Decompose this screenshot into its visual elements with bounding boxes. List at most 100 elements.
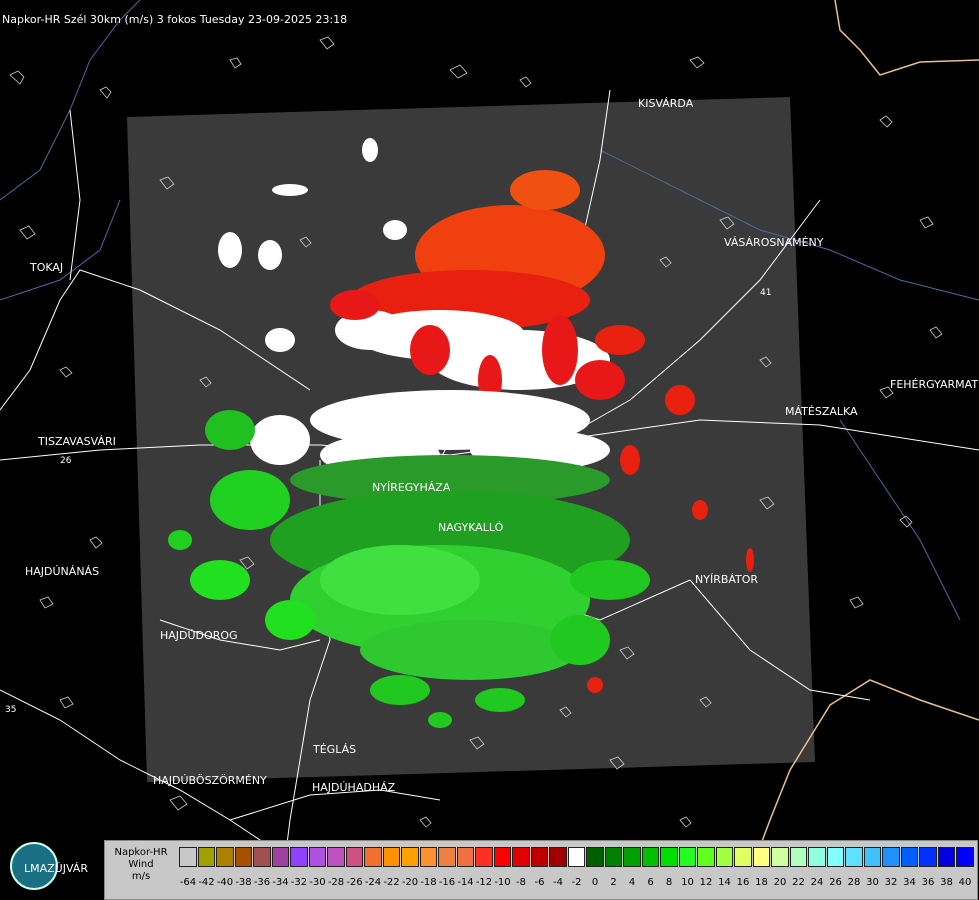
legend-swatch	[937, 847, 955, 867]
legend-swatch	[419, 847, 437, 867]
legend-tick-label: -40	[216, 877, 234, 888]
legend-swatch	[253, 847, 271, 867]
legend-swatch	[734, 847, 752, 867]
legend-tick-label: 22	[792, 877, 805, 888]
city-label: HAJDÚDOROG	[160, 629, 238, 642]
city-label: FEHÉRGYARMAT	[890, 378, 979, 391]
city-label: TÉGLÁS	[313, 743, 357, 756]
legend-swatch	[345, 847, 363, 867]
legend-swatch	[456, 847, 474, 867]
legend-swatch	[290, 847, 308, 867]
legend-swatch	[179, 847, 197, 867]
legend-swatch	[752, 847, 770, 867]
legend-swatch	[956, 847, 974, 867]
legend-swatch	[900, 847, 918, 867]
legend-tick-label: 10	[681, 877, 694, 888]
logo-icon	[10, 842, 58, 890]
legend-swatch	[530, 847, 548, 867]
legend-tick-label: -30	[309, 877, 326, 888]
legend-tick-label: -42	[198, 877, 215, 888]
legend-tick-label: -4	[553, 877, 563, 888]
legend-swatch	[678, 847, 696, 867]
legend-tick-label: -2	[571, 877, 582, 888]
city-label: MÁTÉSZALKA	[785, 405, 858, 418]
legend-tick-label: 40	[958, 877, 972, 888]
legend-swatch	[771, 847, 789, 867]
legend-tick-label: -8	[516, 877, 526, 888]
legend-tick-label: 34	[903, 877, 916, 888]
legend-tick-label: 20	[773, 877, 787, 888]
legend-swatch	[882, 847, 900, 867]
legend-swatch	[586, 847, 604, 867]
legend-tick-label: -10	[494, 877, 511, 888]
country-border	[834, 0, 979, 76]
city-label: HAJDÚHADHÁZ	[312, 781, 396, 794]
legend-swatch	[197, 847, 215, 867]
legend-tick-label: 26	[829, 877, 842, 888]
legend-tick-label: -34	[272, 877, 289, 888]
legend-swatch	[308, 847, 326, 867]
legend-swatch	[401, 847, 419, 867]
legend-tick-label: 6	[647, 877, 654, 888]
city-label: TISZAVASVÁRI	[38, 435, 116, 448]
city-label: TOKAJ	[30, 261, 64, 274]
city-label: VÁSÁROSNAMÉNY	[724, 236, 824, 249]
legend-tick-label: -18	[420, 877, 437, 888]
legend-swatch	[364, 847, 382, 867]
legend-tick-label: 4	[628, 877, 636, 888]
city-label: NAGYKALLÓ	[438, 521, 504, 534]
color-legend: Napkor-HR Wind m/s -64 -42 -40 -38 -36 -34 -32…	[104, 840, 979, 900]
legend-swatch	[826, 847, 844, 867]
legend-swatch	[623, 847, 641, 867]
legend-tick-label: 2	[610, 877, 617, 888]
legend-tick-label: 38	[940, 877, 953, 888]
legend-swatch	[271, 847, 289, 867]
city-label: HAJDÚNÁNÁS	[25, 565, 100, 578]
legend-swatch	[863, 847, 881, 867]
legend-tick-label: 0	[591, 877, 599, 888]
legend-tick-label: -22	[383, 877, 400, 888]
radar-echoes-south	[168, 470, 754, 728]
legend-swatch	[715, 847, 733, 867]
legend-swatch	[604, 847, 622, 867]
river	[839, 419, 961, 621]
legend-tick-label: 24	[810, 877, 824, 888]
river	[0, 0, 141, 201]
road-number-label: 26	[60, 456, 72, 466]
legend-tick-label: 12	[699, 877, 713, 888]
country-border-south	[739, 679, 979, 900]
legend-tick-label: 32	[884, 877, 898, 888]
legend-tick-label: -36	[253, 877, 271, 888]
legend-variable: Wind	[128, 859, 154, 870]
legend-swatch	[382, 847, 400, 867]
legend-tick-label: -32	[290, 877, 308, 888]
river	[599, 149, 979, 301]
legend-swatch	[234, 847, 252, 867]
legend-title: Napkor-HR Wind m/s	[109, 847, 173, 883]
legend-tick-label: 28	[847, 877, 861, 888]
road-number-label: 35	[5, 705, 16, 715]
river	[0, 199, 121, 301]
legend-swatch	[549, 847, 567, 867]
city-label: NYÍRBÁTOR	[695, 573, 759, 586]
legend-swatch	[475, 847, 493, 867]
logo-text: LMAZÚJVÁR	[24, 862, 88, 875]
city-label: NYÍREGYHÁZA	[372, 481, 451, 494]
legend-tick-label: -38	[235, 877, 252, 888]
legend-tick-label: 18	[755, 877, 768, 888]
legend-swatch	[216, 847, 234, 867]
legend-swatch	[493, 847, 511, 867]
legend-tick-label: -28	[327, 877, 345, 888]
legend-tick-label: 8	[665, 877, 673, 888]
legend-swatch	[641, 847, 659, 867]
legend-swatch	[512, 847, 530, 867]
legend-swatch	[919, 847, 937, 867]
legend-swatch	[327, 847, 345, 867]
radar-echoes-north	[218, 138, 708, 520]
legend-tick-label: 14	[718, 877, 731, 888]
legend-swatch	[845, 847, 863, 867]
legend-tick-label: -20	[401, 877, 419, 888]
legend-swatch	[660, 847, 678, 867]
city-label: HAJDÚBÖSZÖRMÉNY	[153, 774, 267, 787]
